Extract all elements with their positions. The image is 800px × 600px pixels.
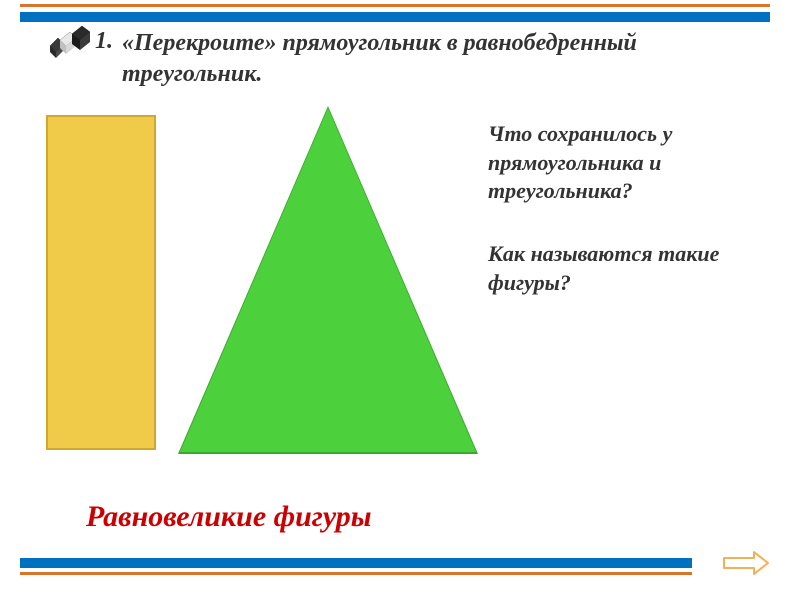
next-arrow-icon[interactable]: [722, 548, 772, 578]
books-icon: [42, 10, 102, 65]
triangle-shape: [170, 106, 490, 456]
answer-text: Равновеликие фигуры: [86, 500, 372, 534]
top-accent-bar-thick: [20, 12, 770, 22]
rectangle-shape: [46, 115, 156, 450]
bottom-accent-bar-thin: [20, 572, 692, 575]
bottom-accent-bar-thick: [20, 558, 692, 568]
question-preserved: Что сохранилось у прямоугольника и треуг…: [488, 120, 778, 206]
top-accent-bar-thin: [20, 4, 770, 7]
question-name: Как называются такие фигуры?: [488, 240, 768, 297]
title-text: «Перекроите» прямоугольник в равнобедрен…: [122, 28, 722, 90]
